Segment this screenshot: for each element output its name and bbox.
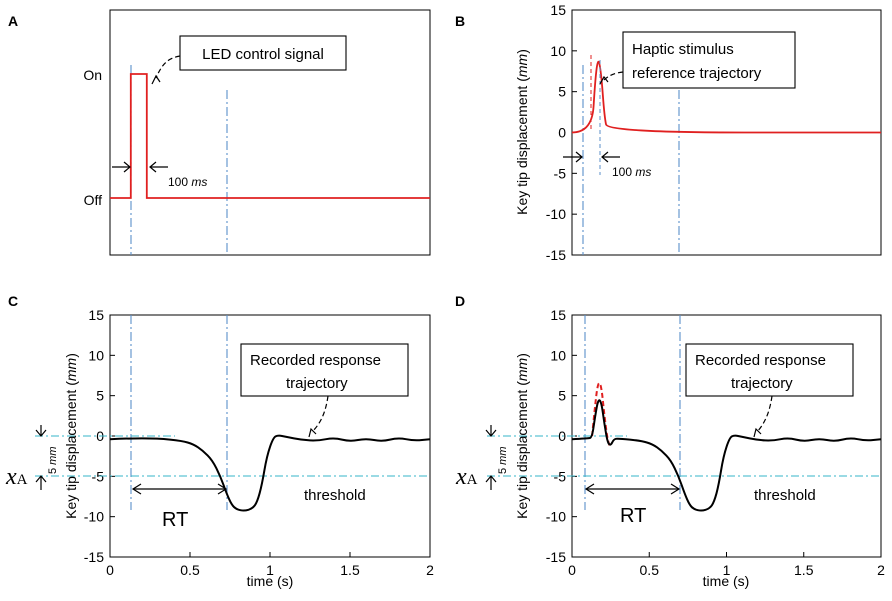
x-tick-label: 0.5	[180, 562, 200, 578]
y-tick-label: -10	[546, 206, 566, 222]
callout-response-c-line2: trajectory	[286, 375, 348, 392]
y-category-off: Off	[84, 192, 103, 208]
x-tick-label: 0.5	[640, 562, 660, 578]
series-response-c	[109, 434, 431, 512]
callout-haptic-line1: Haptic stimulus	[632, 41, 734, 58]
callout-response-d-arrowhead	[753, 427, 762, 438]
panel-label-c: C	[8, 293, 18, 309]
series-response-d	[571, 399, 882, 512]
rt-label-d: RT	[620, 505, 646, 527]
xa-label-d: xA	[455, 464, 478, 490]
y-tick-label: 5	[96, 388, 104, 404]
callout-response-d-line1: Recorded response	[695, 352, 826, 369]
rt-arrowhead-left-c	[131, 483, 142, 495]
y-tick-label: 0	[558, 125, 566, 141]
y-tick-label: -10	[84, 509, 104, 525]
offset-arrowhead-top-c	[35, 429, 47, 437]
offset-label-c: 5 mm	[47, 446, 59, 474]
x-tick-label: 0	[106, 562, 114, 578]
y-tick-label: -15	[546, 549, 566, 565]
plot-area-a	[109, 9, 431, 256]
x-tick-label: 1.5	[794, 562, 814, 578]
rt-label-c: RT	[162, 509, 188, 531]
y-tick-label: -5	[554, 165, 567, 181]
y-tick-label: 15	[550, 307, 566, 323]
duration-label-b: 100 ms	[612, 165, 651, 179]
callout-box-response-d	[685, 343, 854, 397]
callout-box-response-c	[240, 343, 409, 397]
callout-led-leader	[155, 55, 181, 79]
callout-haptic-leader	[603, 71, 624, 81]
callout-led-label: LED control signal	[202, 46, 324, 63]
x-tick-label: 1.5	[340, 562, 360, 578]
offset-label-d: 5 mm	[497, 446, 509, 474]
callout-led-arrowhead	[151, 74, 161, 85]
y-tick-label: -5	[92, 468, 105, 484]
rt-arrowhead-left-d	[584, 483, 595, 495]
callout-response-c-line1: Recorded response	[250, 352, 381, 369]
series-led-signal	[110, 73, 430, 199]
callout-haptic-arrowhead	[599, 75, 609, 85]
callout-response-c-arrowhead	[308, 427, 317, 438]
offset-arrowhead-top-d	[485, 429, 497, 437]
panel-a: A On Off LED control signal 100 ms	[8, 9, 431, 256]
y-tick-label: -10	[546, 509, 566, 525]
x-tick-label: 2	[426, 562, 434, 578]
duration-arrowhead-left-b	[575, 151, 583, 163]
duration-arrowhead-right-a	[149, 161, 157, 173]
callout-haptic-line2: reference trajectory	[632, 65, 762, 82]
duration-label-a: 100 ms	[168, 175, 207, 189]
x-ticks-d: 0 0.5 1 1.5 2	[568, 552, 885, 578]
x-tick-label: 0	[568, 562, 576, 578]
panel-label-a: A	[8, 13, 18, 29]
y-tick-label: 5	[558, 388, 566, 404]
y-tick-label: -5	[554, 468, 567, 484]
duration-arrowhead-left-a	[123, 161, 131, 173]
duration-arrowhead-right-b	[601, 151, 609, 163]
y-tick-label: 10	[550, 43, 566, 59]
x-axis-label-d: time (s)	[703, 573, 750, 589]
x-tick-label: 2	[877, 562, 885, 578]
x-ticks-c: 0 0.5 1 1.5 2	[106, 552, 434, 578]
y-tick-label: 10	[550, 347, 566, 363]
callout-response-c-leader	[311, 395, 329, 433]
panel-b: B 15 10 5 0 -5 -10 -15 Key tip displacement (m…	[455, 2, 882, 263]
x-tick-label: 1	[723, 562, 731, 578]
panel-label-d: D	[455, 293, 465, 309]
panel-label-b: B	[455, 13, 465, 29]
rt-arrowhead-right-d	[670, 483, 681, 495]
y-tick-label: 15	[88, 307, 104, 323]
y-tick-label: -15	[546, 247, 566, 263]
y-tick-label: -15	[84, 549, 104, 565]
callout-response-d-line2: trajectory	[731, 375, 793, 392]
y-tick-label: 15	[550, 2, 566, 18]
offset-arrowhead-bottom-c	[35, 475, 47, 483]
x-axis-label-c: time (s)	[247, 573, 294, 589]
callout-response-d-leader	[756, 395, 773, 433]
x-tick-label: 1	[266, 562, 274, 578]
y-axis-label-b: Key tip displacement (mm)	[514, 49, 530, 215]
threshold-label-c: threshold	[304, 487, 366, 504]
callout-box-led	[179, 35, 347, 71]
series-haptic-dashed-d	[591, 382, 612, 449]
threshold-label-d: threshold	[754, 487, 816, 504]
rt-arrowhead-right-c	[217, 483, 228, 495]
y-category-on: On	[83, 67, 102, 83]
xa-label-c: xA	[5, 464, 28, 490]
y-tick-label: 5	[558, 84, 566, 100]
y-ticks-b: 15 10 5 0 -5 -10 -15	[546, 2, 577, 263]
y-tick-label: 10	[88, 347, 104, 363]
offset-arrowhead-bottom-d	[485, 475, 497, 483]
callout-box-haptic	[622, 31, 796, 89]
